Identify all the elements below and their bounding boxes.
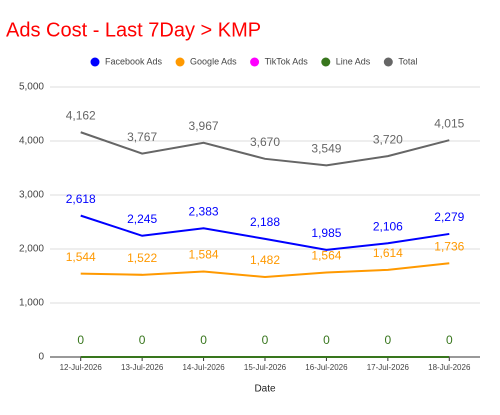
data-label: 2,383	[189, 204, 219, 218]
legend-label: Google Ads	[190, 56, 237, 66]
legend-marker	[383, 57, 393, 67]
data-label: 0	[262, 333, 269, 347]
chart-title: Ads Cost - Last 7Day > KMP	[6, 19, 261, 41]
data-label: 3,967	[189, 119, 219, 133]
data-label: 3,720	[373, 132, 403, 146]
series-line	[80, 214, 450, 251]
x-tick-label: 15-Jul-2026	[244, 363, 287, 372]
legend-marker	[90, 57, 100, 67]
x-axis-label: Date	[254, 384, 276, 395]
data-label: 2,188	[250, 215, 280, 229]
data-label: 2,279	[434, 210, 464, 224]
data-label: 1,985	[311, 226, 341, 240]
series-line	[80, 131, 450, 167]
x-tick-label: 16-Jul-2026	[305, 363, 348, 372]
data-label: 3,549	[311, 142, 341, 156]
legend-label: Facebook Ads	[105, 56, 163, 66]
series-line	[80, 262, 450, 278]
data-label: 0	[446, 333, 453, 347]
x-tick-label: 18-Jul-2026	[428, 363, 471, 372]
data-label: 3,670	[250, 135, 280, 149]
legend-label: TikTok Ads	[265, 56, 309, 66]
data-label: 1,522	[127, 251, 157, 265]
legend-label: Line Ads	[336, 56, 371, 66]
data-label: 0	[323, 333, 330, 347]
y-tick-label: 4,000	[19, 136, 44, 147]
y-tick-label: 5,000	[19, 82, 44, 93]
legend-marker	[321, 57, 331, 67]
data-label: 1,736	[434, 239, 464, 253]
data-label: 2,245	[127, 212, 157, 226]
x-tick-label: 14-Jul-2026	[182, 363, 225, 372]
y-tick-label: 2,000	[19, 244, 44, 255]
legend-marker	[250, 57, 260, 67]
y-tick-label: 3,000	[19, 190, 44, 201]
data-label: 0	[200, 333, 207, 347]
y-tick-label: 1,000	[19, 298, 44, 309]
data-label: 0	[385, 333, 392, 347]
legend-marker	[175, 57, 185, 67]
data-label: 4,162	[66, 108, 96, 122]
data-label: 2,106	[373, 219, 403, 233]
data-label: 1,482	[250, 253, 280, 267]
data-label: 1,564	[311, 249, 341, 263]
x-tick-label: 13-Jul-2026	[121, 363, 164, 372]
x-tick-label: 17-Jul-2026	[367, 363, 410, 372]
data-label: 4,015	[434, 116, 464, 130]
legend-label: Total	[398, 56, 417, 66]
data-label: 1,614	[373, 246, 403, 260]
data-label: 0	[139, 333, 146, 347]
data-label: 3,767	[127, 130, 157, 144]
x-tick-label: 12-Jul-2026	[60, 363, 103, 372]
data-label: 0	[77, 333, 84, 347]
data-label: 1,544	[66, 250, 96, 264]
data-label: 2,618	[66, 192, 96, 206]
data-label: 1,584	[189, 248, 219, 262]
y-tick-label: 0	[38, 352, 44, 363]
